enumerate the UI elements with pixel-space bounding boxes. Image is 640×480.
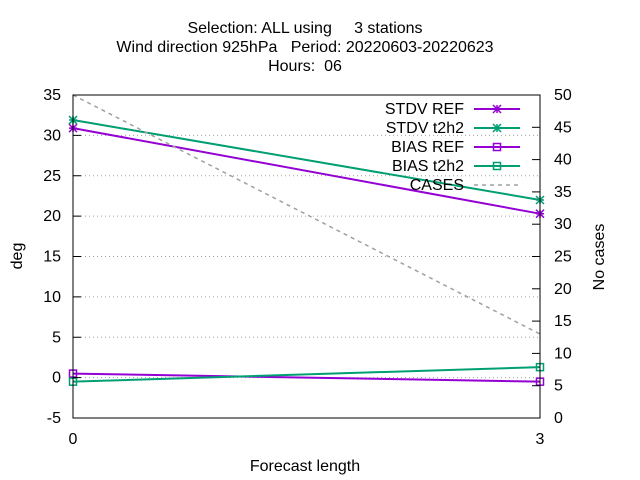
y2-tick-label: 20 <box>554 281 572 298</box>
y2-tick-label: 30 <box>554 216 572 233</box>
y2-tick-label: 45 <box>554 119 572 136</box>
y-tick-label: 0 <box>52 370 61 387</box>
y2-tick-label: 15 <box>554 313 572 330</box>
y2-tick-label: 10 <box>554 345 572 362</box>
x-tick-label: 0 <box>69 431 78 448</box>
series-layer <box>68 94 545 386</box>
y-tick-label: 5 <box>52 329 61 346</box>
chart-title: Selection: ALL using 3 stations Wind dir… <box>116 20 493 75</box>
series-bias-ref <box>68 369 545 386</box>
series-marker <box>492 123 502 133</box>
series-stdv-ref <box>68 123 545 219</box>
y2-tick-label: 0 <box>554 410 563 427</box>
legend-label: BIAS t2h2 <box>392 158 464 175</box>
y2-tick-label: 35 <box>554 184 572 201</box>
y2-tick-label: 25 <box>554 249 572 266</box>
legend-entry: BIAS REF <box>391 139 520 156</box>
series-line <box>72 366 541 383</box>
x-tick-label: 3 <box>536 431 545 448</box>
title-line-2: Wind direction 925hPa Period: 20220603-2… <box>116 39 493 56</box>
y-axis-ticks: -5 0 5 10 15 20 25 30 35 <box>43 87 81 427</box>
series-line <box>72 372 541 383</box>
series-cases <box>72 94 541 335</box>
series-marker <box>492 104 502 114</box>
series-marker <box>492 161 502 171</box>
y-axis-label: deg <box>9 243 26 270</box>
y-tick-label: 25 <box>43 168 61 185</box>
y-tick-label: 20 <box>43 208 61 225</box>
y-tick-label: 15 <box>43 249 61 266</box>
series-marker <box>492 142 502 152</box>
legend-label: STDV t2h2 <box>386 120 464 137</box>
legend: STDV REF STDV t2h2 BIAS REF BIAS t2h2 CASES <box>385 101 520 194</box>
y-tick-label: 30 <box>43 127 61 144</box>
x-axis-label: Forecast length <box>250 458 360 475</box>
y2-tick-label: 50 <box>554 87 572 104</box>
y-tick-label: 35 <box>43 87 61 104</box>
y-tick-label: 10 <box>43 289 61 306</box>
legend-entry: CASES <box>410 177 520 194</box>
legend-label: BIAS REF <box>391 139 464 156</box>
series-line <box>72 127 541 215</box>
y2-axis-ticks: 0 5 10 15 20 25 30 35 40 45 50 <box>532 87 572 427</box>
y2-axis-label: No cases <box>591 224 608 291</box>
series-line <box>72 94 541 335</box>
legend-label: STDV REF <box>385 101 464 118</box>
series-line <box>72 119 541 201</box>
y-tick-label: -5 <box>47 410 61 427</box>
legend-entry: BIAS t2h2 <box>392 158 520 175</box>
legend-entry: STDV REF <box>385 101 520 118</box>
y2-tick-label: 40 <box>554 152 572 169</box>
title-line-1: Selection: ALL using 3 stations <box>187 20 422 37</box>
legend-label: CASES <box>410 177 464 194</box>
y2-tick-label: 5 <box>554 378 563 395</box>
title-line-3: Hours: 06 <box>268 58 342 75</box>
legend-entry: STDV t2h2 <box>386 120 520 137</box>
